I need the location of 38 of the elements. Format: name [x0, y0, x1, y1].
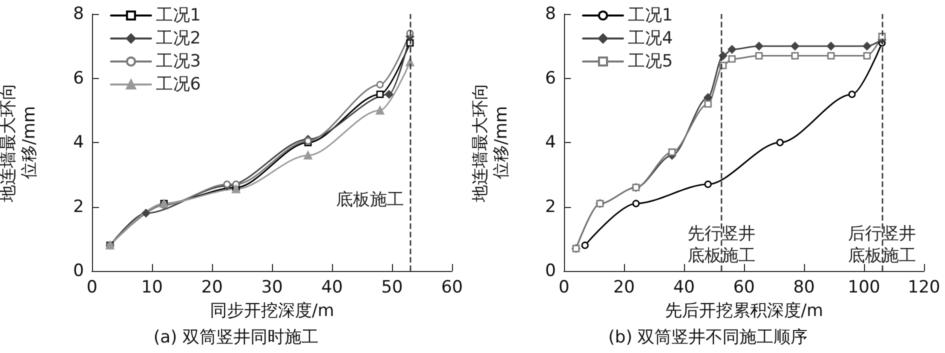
- x-tick-label: 0: [558, 278, 570, 298]
- text: (a) 双筒竖井同时施工: [153, 328, 319, 348]
- x-tick-label: 80: [793, 278, 815, 298]
- y-tick-label: 6: [545, 68, 556, 88]
- y-tick-label: 4: [73, 132, 84, 152]
- x-tick-label: 50: [381, 278, 403, 298]
- y-tick-label: 4: [545, 132, 556, 152]
- x-tick-label: 40: [673, 278, 695, 298]
- legend-label: 工况3: [156, 52, 201, 72]
- text: (b) 双筒竖井不同施工顺序: [608, 328, 808, 348]
- legend-label: 工况6: [156, 74, 201, 94]
- legend-label: 工况4: [628, 28, 673, 48]
- x-tick-label: 30: [261, 278, 283, 298]
- x-axis-title: 同步开挖深度/m: [210, 301, 334, 321]
- x-tick-label: 10: [141, 278, 163, 298]
- ref-line-label: 后行竖井底板施工: [848, 224, 916, 266]
- y-tick-label: 6: [73, 68, 84, 88]
- x-tick-label: 20: [201, 278, 223, 298]
- legend-label: 工况1: [156, 6, 201, 26]
- x-tick-label: 60: [733, 278, 755, 298]
- legend-label: 工况2: [156, 28, 201, 48]
- y-tick-label: 2: [73, 196, 84, 217]
- x-axis-title: 先后开挖累积深度/m: [664, 301, 824, 321]
- legend-label: 工况5: [628, 52, 673, 72]
- x-tick-label: 0: [86, 278, 98, 298]
- y-tick-label: 0: [73, 261, 84, 281]
- x-tick-label: 120: [908, 278, 940, 298]
- ref-line-label: 先行竖井底板施工: [688, 224, 756, 266]
- y-tick-label: 8: [545, 4, 556, 24]
- y-tick-label: 0: [545, 261, 556, 281]
- y-tick-label: 8: [73, 4, 84, 24]
- x-tick-label: 20: [613, 278, 635, 298]
- x-tick-label: 100: [848, 278, 880, 298]
- ref-line-label: 底板施工: [336, 190, 404, 210]
- x-tick-label: 40: [321, 278, 343, 298]
- legend-label: 工况1: [628, 6, 673, 26]
- y-tick-label: 2: [545, 196, 556, 217]
- x-tick-label: 60: [441, 278, 463, 298]
